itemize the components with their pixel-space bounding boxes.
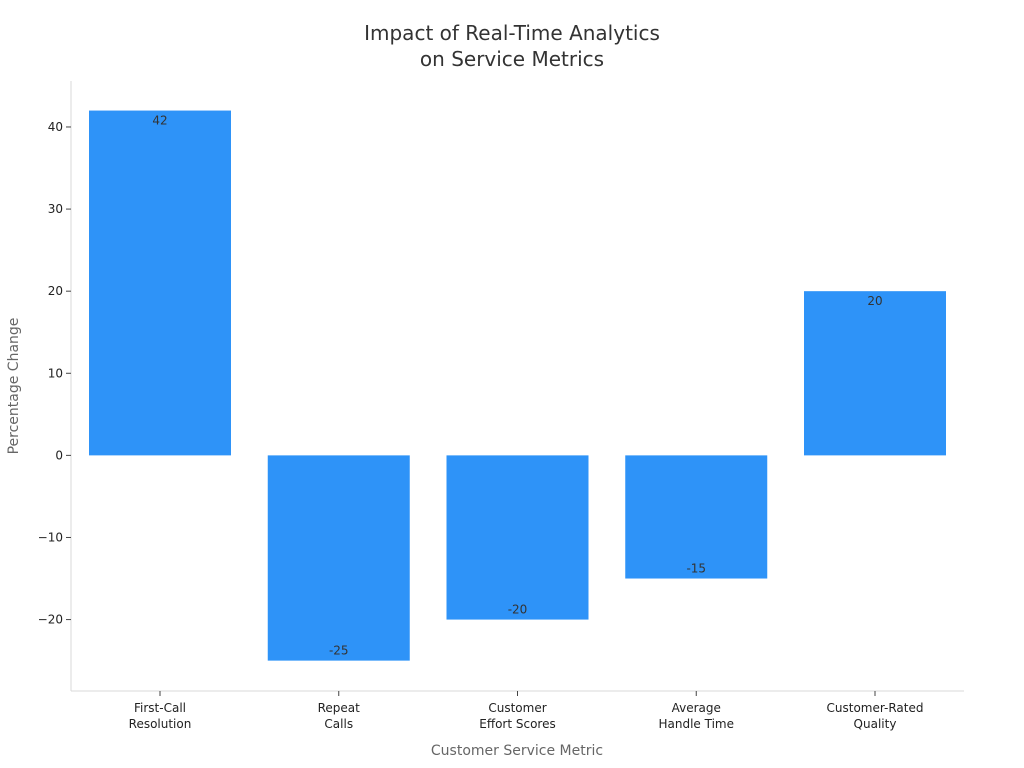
chart-title-line-1: Impact of Real-Time Analytics	[364, 21, 660, 45]
x-tick-label: Customer-Rated	[827, 701, 924, 715]
y-tick-label: −10	[38, 530, 63, 544]
bar	[267, 455, 410, 661]
x-tick-label: Average	[672, 701, 721, 715]
bar-data-label: 42	[152, 114, 167, 128]
bars	[89, 110, 946, 661]
data-labels: 42 -25 -20 -15 20	[152, 114, 882, 658]
x-axis-title: Customer Service Metric	[431, 743, 603, 759]
bar-data-label: -20	[508, 603, 528, 617]
x-tick-label: Effort Scores	[479, 717, 556, 731]
x-axis-ticks: First-Call Resolution Repeat Calls Customer E…	[129, 691, 924, 731]
bar	[446, 455, 589, 620]
x-tick-label: Quality	[854, 717, 897, 731]
x-tick-label: Handle Time	[659, 717, 735, 731]
bar-data-label: 20	[867, 294, 882, 308]
bar-data-label: -25	[329, 644, 349, 658]
x-tick-label: First-Call	[134, 701, 186, 715]
y-tick-label: −20	[38, 613, 63, 627]
chart-title-line-2: on Service Metrics	[420, 47, 604, 71]
bar	[625, 455, 768, 579]
x-tick-label: Customer	[488, 701, 546, 715]
bar	[89, 110, 231, 456]
bar	[804, 291, 946, 456]
x-tick-label: Calls	[324, 717, 353, 731]
y-tick-label: 0	[55, 448, 63, 462]
chart-title: Impact of Real-Time Analytics on Service…	[364, 21, 660, 71]
x-tick-label: Resolution	[129, 717, 192, 731]
y-axis-ticks: −20 −10 0 10 20 30 40	[38, 120, 71, 627]
y-tick-label: 30	[48, 202, 63, 216]
bar-data-label: -15	[686, 562, 706, 576]
y-axis-title: Percentage Change	[6, 318, 22, 455]
y-tick-label: 40	[48, 120, 63, 134]
x-tick-label: Repeat	[318, 701, 361, 715]
y-tick-label: 20	[48, 284, 63, 298]
y-tick-label: 10	[48, 366, 63, 380]
